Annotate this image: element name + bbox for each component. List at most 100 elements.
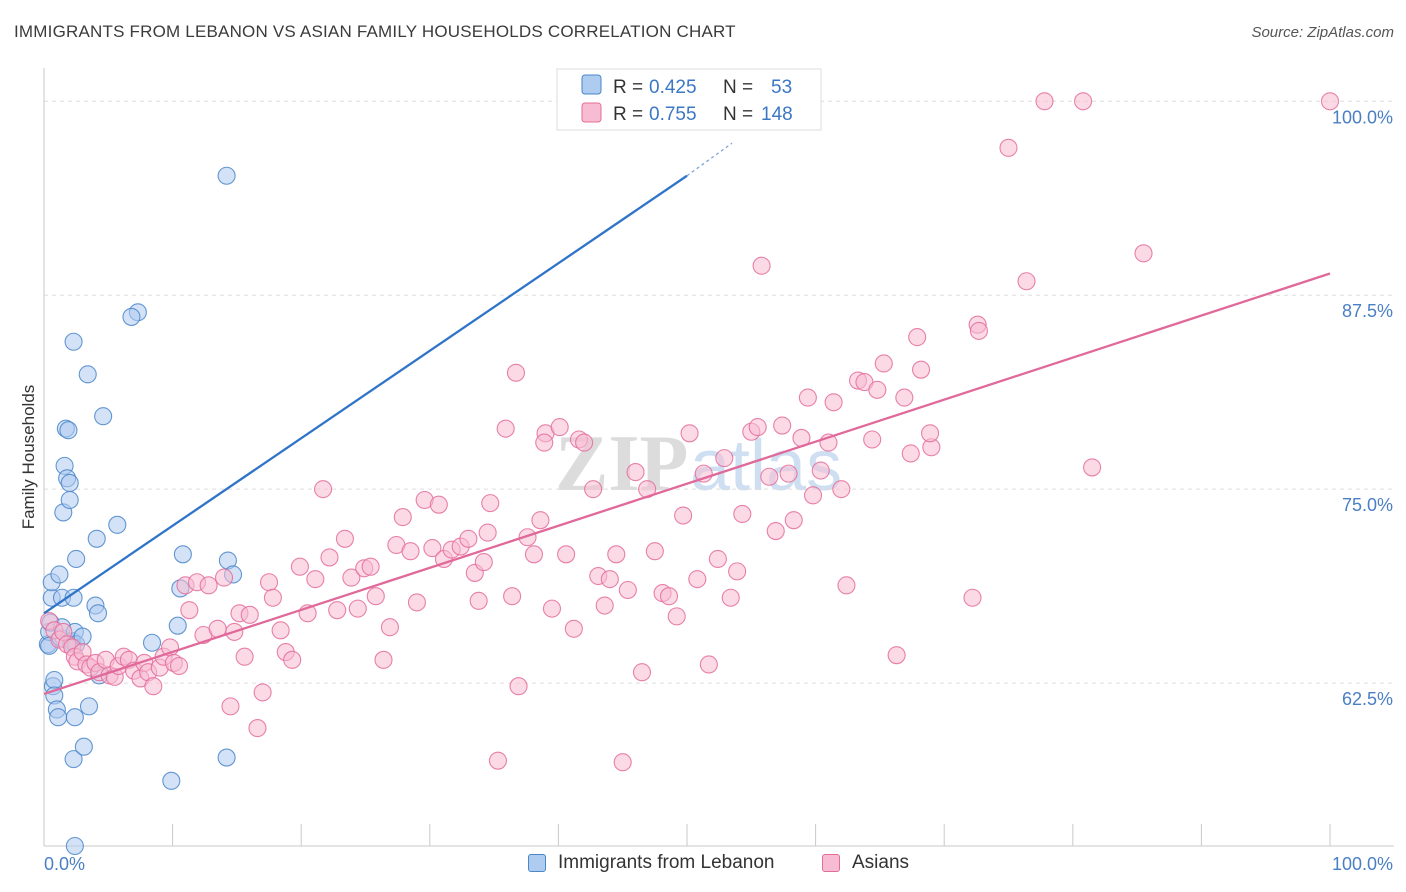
legend-bottom-swatch-lebanon xyxy=(528,854,546,872)
point-asians-83 xyxy=(524,545,544,564)
legend-label-asians: Asians xyxy=(852,852,910,873)
point-asians-67 xyxy=(423,539,442,558)
point-asians-127 xyxy=(811,461,830,480)
y-tick-label-1: 75.0% xyxy=(1342,495,1393,515)
point-asians-65 xyxy=(407,593,426,612)
y-tick-label-0: 62.5% xyxy=(1342,689,1393,709)
point-asians-119 xyxy=(760,467,779,486)
point-lebanon-27 xyxy=(65,708,84,727)
point-asians-43 xyxy=(259,573,279,592)
legend-swatch-asians xyxy=(581,102,602,123)
y-tick-label-2: 87.5% xyxy=(1342,301,1393,321)
point-asians-59 xyxy=(366,587,385,606)
point-asians-117 xyxy=(748,418,767,437)
point-asians-63 xyxy=(393,508,412,527)
axes xyxy=(43,68,1394,847)
point-asians-115 xyxy=(733,504,752,524)
point-lebanon-47 xyxy=(173,545,192,564)
point-asians-140 xyxy=(908,328,927,347)
legend-swatch-lebanon xyxy=(581,74,602,95)
point-asians-137 xyxy=(887,646,906,665)
point-asians-36 xyxy=(221,697,240,716)
point-asians-107 xyxy=(680,424,699,443)
point-asians-92 xyxy=(584,480,603,499)
chart-source: Source: ZipAtlas.com xyxy=(1251,24,1394,41)
point-asians-56 xyxy=(348,599,367,618)
point-asians-54 xyxy=(335,529,354,548)
gridlines xyxy=(44,100,1394,684)
point-asians-110 xyxy=(699,655,718,674)
point-asians-118 xyxy=(752,256,771,275)
point-asians-52 xyxy=(320,548,339,567)
legend-r-value-2: 0.755 xyxy=(649,104,697,125)
y-tick-label-3: 100.0% xyxy=(1332,107,1393,127)
point-asians-155 xyxy=(478,523,497,542)
point-asians-112 xyxy=(715,449,734,468)
point-asians-61 xyxy=(380,618,399,637)
point-lebanon-38 xyxy=(87,529,106,548)
point-asians-151 xyxy=(1134,244,1153,263)
points-immigrants-from-lebanon xyxy=(38,166,243,856)
point-asians-80 xyxy=(506,363,526,382)
point-asians-106 xyxy=(674,506,693,525)
point-asians-72 xyxy=(459,529,478,548)
trendline-asians xyxy=(43,272,1331,696)
point-asians-98 xyxy=(618,580,637,600)
point-asians-53 xyxy=(328,601,347,620)
point-lebanon-31 xyxy=(64,332,83,351)
legend-r-value-1: 0.425 xyxy=(649,77,697,98)
point-asians-126 xyxy=(803,486,823,505)
legend-bottom-swatch-asians xyxy=(822,854,840,872)
point-lebanon-21 xyxy=(60,490,79,510)
point-asians-141 xyxy=(912,360,931,379)
legend-label-lebanon: Immigrants from Lebanon xyxy=(558,852,775,873)
x-tick-label-1: 100.0% xyxy=(1332,854,1393,874)
point-asians-78 xyxy=(496,419,515,438)
point-lebanon-43 xyxy=(122,307,141,326)
point-lebanon-7 xyxy=(45,670,64,690)
point-asians-108 xyxy=(688,570,707,589)
legend-n-label-2: N = xyxy=(723,104,753,125)
point-asians-91 xyxy=(575,433,594,452)
point-lebanon-28 xyxy=(64,750,83,769)
point-asians-102 xyxy=(645,542,664,561)
legend-n-value-2: 148 xyxy=(761,104,793,125)
legend-n-label-1: N = xyxy=(723,77,753,98)
point-asians-146 xyxy=(999,138,1018,157)
point-asians-86 xyxy=(542,599,562,618)
point-asians-84 xyxy=(531,511,550,530)
point-asians-35 xyxy=(214,568,234,587)
point-asians-152 xyxy=(1320,92,1340,111)
trendline-lebanon xyxy=(43,174,688,615)
legend-box: R = 0.425 N = 53 R = 0.755 N = 148 xyxy=(556,68,822,131)
point-asians-58 xyxy=(361,557,380,576)
point-asians-95 xyxy=(600,570,619,589)
point-lebanon-34 xyxy=(78,365,97,384)
point-asians-77 xyxy=(488,751,508,770)
point-asians-111 xyxy=(708,549,727,569)
point-asians-81 xyxy=(509,677,528,696)
point-asians-135 xyxy=(868,380,887,399)
point-asians-89 xyxy=(564,619,583,638)
point-asians-147 xyxy=(1017,272,1036,291)
point-lebanon-40 xyxy=(94,407,113,426)
point-asians-120 xyxy=(766,521,785,541)
point-asians-150 xyxy=(1083,458,1102,477)
point-asians-76 xyxy=(481,494,500,513)
point-asians-51 xyxy=(314,480,333,499)
point-asians-55 xyxy=(342,568,361,587)
trendlines xyxy=(43,142,1331,696)
legend-n-value-1: 53 xyxy=(771,77,792,98)
point-asians-64 xyxy=(401,542,420,561)
point-asians-130 xyxy=(832,480,851,499)
point-lebanon-19 xyxy=(59,421,78,440)
point-asians-104 xyxy=(659,587,679,606)
point-asians-121 xyxy=(773,416,792,435)
point-asians-94 xyxy=(595,596,614,615)
point-asians-30 xyxy=(180,601,199,620)
point-lebanon-10 xyxy=(49,708,68,727)
point-asians-125 xyxy=(798,388,817,407)
point-asians-138 xyxy=(895,388,914,407)
point-asians-149 xyxy=(1074,92,1093,111)
